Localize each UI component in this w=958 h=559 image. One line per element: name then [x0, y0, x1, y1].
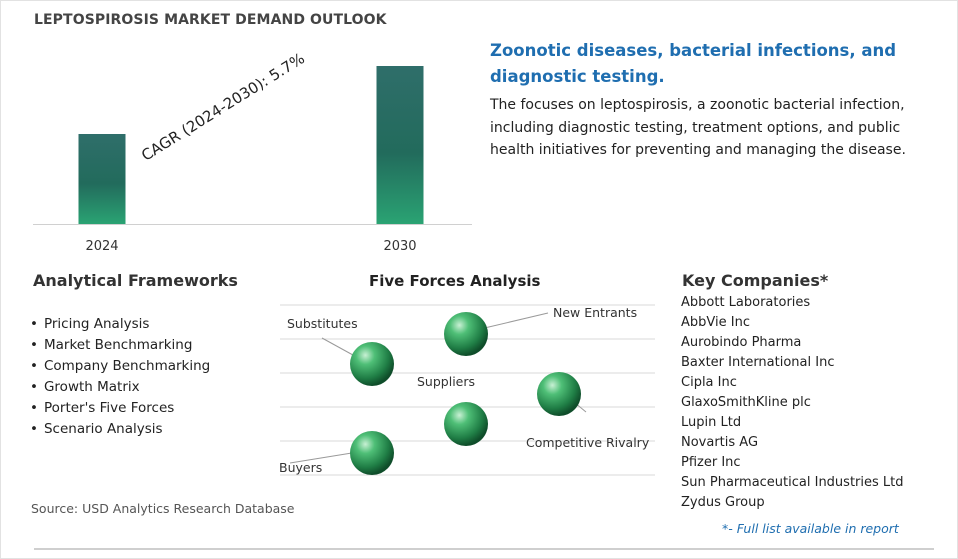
- force-label-suppliers: Suppliers: [417, 374, 476, 389]
- framework-item: Growth Matrix: [30, 377, 210, 398]
- connector-buyers: [289, 451, 359, 464]
- force-sphere-suppliers: [444, 402, 488, 446]
- frameworks-title: Analytical Frameworks: [33, 271, 238, 290]
- company-item: Baxter International Inc: [681, 355, 835, 370]
- bar-2024: [78, 134, 126, 224]
- company-item: Pfizer Inc: [681, 455, 741, 470]
- framework-item: Market Benchmarking: [30, 335, 210, 356]
- force-sphere-substitutes: [350, 342, 394, 386]
- companies-note: *- Full list available in report: [722, 521, 899, 536]
- frameworks-list: Pricing Analysis Market Benchmarking Com…: [30, 314, 210, 440]
- force-label-competitive-rivalry: Competitive Rivalry: [526, 435, 650, 450]
- company-item: Aurobindo Pharma: [681, 335, 802, 350]
- framework-item: Pricing Analysis: [30, 314, 210, 335]
- connector-new-entrants: [475, 312, 549, 331]
- description: The focuses on leptospirosis, a zoonotic…: [490, 97, 906, 158]
- headline: Zoonotic diseases, bacterial infections,…: [490, 41, 897, 86]
- force-label-substitutes: Substitutes: [287, 316, 358, 331]
- framework-item: Porter's Five Forces: [30, 398, 210, 419]
- company-item: Lupin Ltd: [681, 415, 742, 430]
- x-tick-label: 2030: [383, 239, 416, 254]
- bar-2030: [376, 66, 424, 224]
- company-item: Novartis AG: [681, 435, 759, 450]
- page-title: LEPTOSPIROSIS MARKET DEMAND OUTLOOK: [34, 12, 387, 28]
- companies-title: Key Companies*: [682, 271, 829, 290]
- company-item: Zydus Group: [681, 495, 765, 510]
- company-item: GlaxoSmithKline plc: [681, 395, 811, 410]
- company-item: Abbott Laboratories: [681, 295, 811, 310]
- company-item: AbbVie Inc: [681, 315, 750, 330]
- x-tick-label: 2024: [85, 239, 118, 254]
- company-item: Cipla Inc: [681, 375, 737, 390]
- footer-divider: [34, 548, 934, 550]
- bar-chart: 2024 2030: [33, 66, 472, 254]
- source-text: Source: USD Analytics Research Database: [31, 501, 295, 516]
- companies-list: Abbott Laboratories AbbVie Inc Aurobindo…: [681, 293, 904, 513]
- framework-item: Scenario Analysis: [30, 419, 210, 440]
- force-sphere-competitive-rivalry: [537, 372, 581, 416]
- force-sphere-new-entrants: [444, 312, 488, 356]
- force-sphere-buyers: [350, 431, 394, 475]
- force-label-new-entrants: New Entrants: [553, 305, 638, 320]
- framework-item: Company Benchmarking: [30, 356, 210, 377]
- force-label-buyers: Buyers: [279, 460, 323, 475]
- five-forces-title: Five Forces Analysis: [369, 272, 541, 290]
- company-item: Sun Pharmaceutical Industries Ltd: [681, 475, 904, 490]
